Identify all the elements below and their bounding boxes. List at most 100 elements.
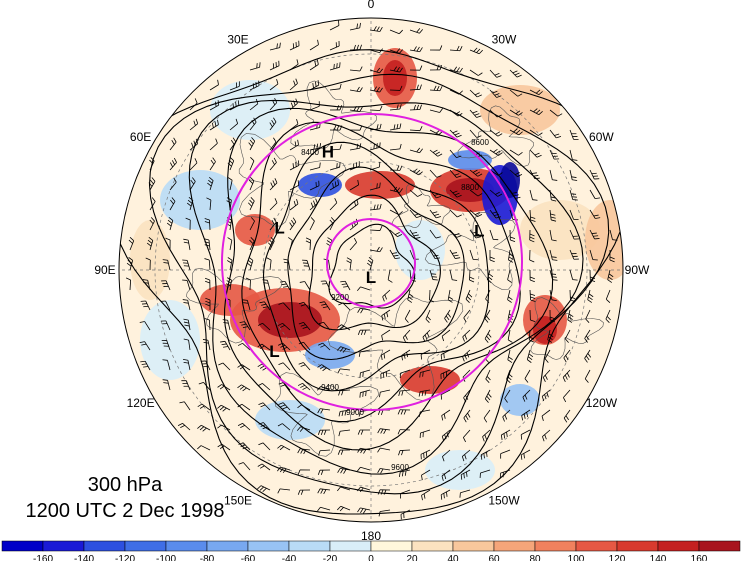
wind-barb bbox=[483, 409, 491, 423]
wind-barb bbox=[319, 301, 331, 311]
wind-barb bbox=[382, 289, 391, 302]
coastline bbox=[424, 211, 516, 290]
wind-barb bbox=[289, 78, 298, 91]
wind-barb bbox=[378, 509, 391, 517]
wind-barb bbox=[509, 109, 523, 116]
wind-barb bbox=[397, 429, 411, 435]
wind-barb bbox=[229, 81, 240, 91]
wind-barb bbox=[542, 369, 551, 383]
wind-barb bbox=[338, 409, 351, 417]
wind-barb bbox=[125, 277, 132, 291]
wind-barb bbox=[238, 462, 251, 471]
wind-barb bbox=[389, 85, 403, 91]
wind-barb bbox=[418, 389, 431, 397]
height-contour bbox=[241, 121, 521, 423]
longitude-label: 150E bbox=[224, 493, 252, 507]
colorbar-swatch bbox=[657, 540, 700, 552]
height-contour bbox=[262, 141, 490, 392]
wind-barb bbox=[317, 469, 331, 475]
wind-barb bbox=[197, 403, 211, 411]
wind-barb bbox=[309, 59, 319, 71]
wind-barb bbox=[397, 409, 411, 415]
wind-barb bbox=[569, 249, 579, 260]
reference-circle-inner bbox=[326, 218, 416, 308]
wind-barb bbox=[337, 505, 351, 512]
reference-circle-outer bbox=[221, 113, 523, 411]
wind-barb bbox=[289, 40, 300, 51]
wind-barb bbox=[309, 180, 320, 191]
wind-barb bbox=[589, 189, 601, 200]
wind-barb bbox=[569, 269, 578, 281]
wind-barb bbox=[529, 108, 543, 115]
wind-barb bbox=[425, 309, 431, 323]
colorbar-swatch bbox=[698, 540, 741, 552]
wind-barb bbox=[504, 389, 511, 403]
pressure-system-labels: L H L L L bbox=[269, 143, 484, 361]
wind-barb bbox=[358, 349, 371, 357]
wind-barb bbox=[409, 65, 423, 71]
wind-barb bbox=[329, 41, 340, 51]
wind-barb bbox=[299, 281, 311, 291]
wind-barb bbox=[317, 408, 331, 414]
wind-barb bbox=[329, 198, 338, 211]
wind-barb bbox=[609, 249, 615, 263]
wind-barb bbox=[429, 269, 438, 281]
wind-barb bbox=[209, 138, 218, 151]
wind-barb bbox=[246, 257, 254, 271]
wind-barb bbox=[145, 257, 151, 271]
wind-barb bbox=[589, 229, 600, 240]
colorbar-swatch bbox=[288, 540, 331, 552]
wind-barb bbox=[420, 449, 431, 460]
wind-barb bbox=[520, 429, 531, 440]
anomaly-patch bbox=[500, 384, 540, 416]
pressure-system-label: L bbox=[269, 342, 279, 361]
wind-barb bbox=[449, 189, 462, 198]
wind-barb bbox=[399, 369, 411, 379]
wind-barb bbox=[529, 129, 543, 136]
wind-barb bbox=[185, 217, 191, 231]
wind-barb bbox=[269, 79, 279, 91]
wind-barb bbox=[349, 22, 361, 31]
wind-barb bbox=[389, 29, 403, 35]
wind-barb bbox=[317, 429, 331, 436]
wind-barb bbox=[259, 301, 271, 311]
longitude-label: 90W bbox=[625, 263, 650, 277]
wind-barb bbox=[278, 362, 291, 371]
wind-barb bbox=[377, 447, 391, 453]
wind-barb bbox=[359, 369, 371, 378]
wind-barb bbox=[189, 177, 196, 191]
wind-barb bbox=[381, 329, 391, 341]
wind-barb bbox=[484, 329, 492, 343]
wind-barb bbox=[357, 286, 371, 292]
wind-barb bbox=[162, 259, 171, 271]
wind-barb bbox=[337, 368, 351, 374]
wind-barb bbox=[369, 26, 383, 32]
wind-barb bbox=[529, 89, 543, 96]
wind-barb bbox=[509, 169, 523, 178]
wind-barb bbox=[349, 237, 357, 251]
map-border bbox=[118, 17, 624, 523]
pressure-system-label: H bbox=[322, 143, 334, 162]
wind-barb bbox=[182, 359, 191, 371]
wind-barb bbox=[357, 307, 371, 314]
wind-barb bbox=[469, 169, 483, 177]
wind-barb bbox=[182, 259, 191, 271]
wind-barb bbox=[569, 189, 578, 201]
coastline bbox=[274, 372, 380, 457]
colorbar-tick-label: -120 bbox=[115, 554, 135, 561]
wind-barb bbox=[237, 384, 251, 392]
wind-barb bbox=[248, 177, 255, 191]
wind-barb bbox=[309, 162, 321, 171]
colorbar-tick-label: 40 bbox=[447, 554, 459, 561]
wind-barb bbox=[369, 105, 383, 111]
graticule bbox=[119, 18, 623, 522]
wind-barb bbox=[338, 389, 351, 396]
wind-barb bbox=[317, 488, 331, 495]
wind-barb bbox=[269, 60, 280, 71]
anomaly-patch bbox=[258, 302, 322, 338]
wind-barb bbox=[377, 468, 391, 474]
wind-barb bbox=[409, 189, 423, 197]
height-contour bbox=[223, 107, 554, 451]
wind-barb bbox=[407, 289, 414, 303]
wind-barb bbox=[329, 179, 339, 191]
